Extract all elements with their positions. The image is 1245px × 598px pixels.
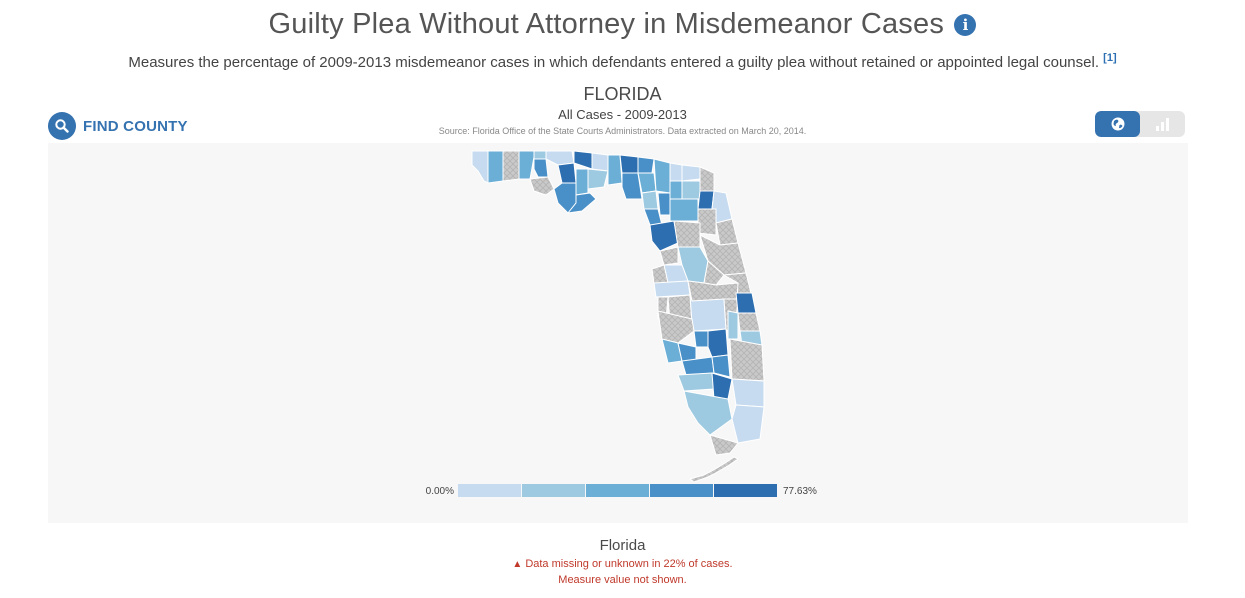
county-orange xyxy=(687,280,739,302)
legend-bar xyxy=(458,484,778,497)
county-holmes xyxy=(533,150,547,160)
county-okeechobee xyxy=(727,310,739,340)
county-madison xyxy=(619,154,639,174)
county-flagler xyxy=(715,218,739,246)
legend-swatch-5 xyxy=(714,484,777,497)
chart-view-button[interactable] xyxy=(1140,111,1185,137)
county-indian-river xyxy=(735,292,757,314)
county-liberty xyxy=(575,168,589,196)
legend-swatch-3 xyxy=(586,484,649,497)
county-franklin xyxy=(567,192,597,214)
county-palm-beach xyxy=(729,338,765,382)
state-name: FLORIDA xyxy=(583,84,662,104)
county-calhoun xyxy=(557,162,577,184)
county-stlucie xyxy=(737,312,761,332)
selected-region-name: Florida xyxy=(599,537,646,554)
county-washington xyxy=(533,158,549,178)
page-title: Guilty Plea Without Attorney in Misdemea… xyxy=(268,8,945,40)
county-polk xyxy=(689,294,727,332)
legend-swatch-4 xyxy=(650,484,713,497)
legend-min: 0.00% xyxy=(425,486,454,497)
map-view-button[interactable] xyxy=(1095,111,1140,137)
source-note: Source: Florida Office of the State Cour… xyxy=(438,126,807,136)
missing-data-warning: ▲ Data missing or unknown in 22% of cases… xyxy=(0,558,1245,570)
view-toggle xyxy=(1095,111,1185,137)
map-panel xyxy=(48,143,1188,523)
county-jackson xyxy=(545,150,575,166)
county-baker xyxy=(669,162,683,182)
county-putnam xyxy=(697,208,717,236)
county-alachua xyxy=(669,198,699,222)
county-hamilton xyxy=(637,156,655,174)
legend-swatch-1 xyxy=(458,484,521,497)
county-clay xyxy=(697,190,715,210)
florida-keys xyxy=(689,456,739,483)
title-row: Guilty Plea Without Attorney in Misdemea… xyxy=(0,8,1245,41)
county-columbia xyxy=(653,158,671,194)
page-subtitle: Measures the percentage of 2009-2013 mis… xyxy=(0,50,1245,71)
county-gilchrist xyxy=(657,192,671,216)
county-pasco xyxy=(653,280,691,298)
county-okaloosa xyxy=(502,150,520,182)
county-glades xyxy=(711,354,731,378)
county-monroe xyxy=(709,434,739,456)
county-lee xyxy=(677,372,715,392)
county-broward xyxy=(731,378,765,408)
warning-text: Data missing or unknown in 22% of cases. xyxy=(525,558,733,570)
bar-chart-icon xyxy=(1155,118,1169,131)
florida-county-map[interactable] xyxy=(48,143,1188,523)
info-icon[interactable]: i xyxy=(954,13,977,36)
county-miami-dade xyxy=(731,404,765,444)
search-icon xyxy=(48,112,76,140)
county-union xyxy=(669,180,683,200)
county-highlands xyxy=(707,328,729,358)
county-wakulla xyxy=(587,168,609,190)
subtitle-text: Measures the percentage of 2009-2013 mis… xyxy=(128,54,1099,71)
county-jefferson xyxy=(607,154,623,186)
county-levy xyxy=(649,220,679,252)
county-taylor xyxy=(621,172,643,200)
county-escambia xyxy=(471,150,489,184)
legend-swatch-2 xyxy=(522,484,585,497)
footnote-link[interactable]: [1] xyxy=(1103,52,1117,64)
globe-icon xyxy=(1111,117,1124,131)
county-leon xyxy=(591,152,609,172)
legend-max: 77.63% xyxy=(783,486,817,497)
county-hardee xyxy=(693,330,709,348)
county-marion xyxy=(673,220,701,248)
measure-note: Measure value not shown. xyxy=(558,574,687,586)
county-nassau xyxy=(681,164,701,182)
find-county-button[interactable]: FIND COUNTY xyxy=(48,112,188,140)
county-duval xyxy=(699,166,715,192)
find-county-label: FIND COUNTY xyxy=(83,117,188,135)
county-lafayette xyxy=(641,190,659,210)
cases-label: All Cases - 2009-2013 xyxy=(558,107,687,122)
county-gadsden xyxy=(573,150,593,170)
county-santa-rosa xyxy=(487,150,504,184)
county-walton xyxy=(518,150,535,180)
county-bay xyxy=(529,176,555,196)
warning-icon: ▲ xyxy=(512,559,523,570)
county-bradford xyxy=(681,180,701,200)
county-citrus xyxy=(659,246,679,266)
